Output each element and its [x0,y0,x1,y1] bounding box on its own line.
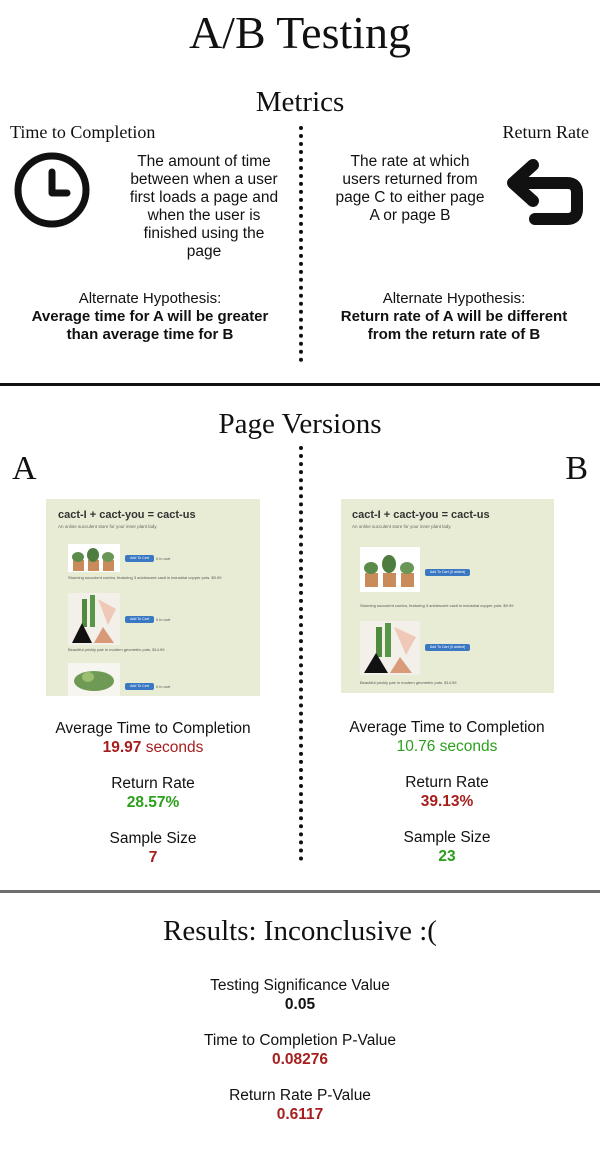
version-b-letter: B [565,450,588,487]
page-title: A/B Testing [188,7,412,58]
version-b-screenshot: cact-I + cact-you = cact-us An online su… [341,499,554,693]
versions-divider [299,446,303,861]
return-arrow-icon [507,159,583,225]
add-to-cart-button[interactable]: Add To Cart [125,683,154,690]
avg-time-label: Average Time to Completion [349,719,545,736]
ttc-p-value: 0.08276 [271,1051,329,1068]
sample-size-value: 23 [438,848,456,865]
cart-note: 0 in cart [156,684,171,689]
significance-label: Testing Significance Value [210,977,390,994]
shot-subtitle: An online succulent store for your inner… [352,524,452,529]
time-to-completion-hypothesis: Alternate Hypothesis: Average time for A… [31,290,269,343]
sample-size-value: 7 [148,849,158,866]
significance-value: 0.05 [284,996,316,1013]
return-rate-value: 28.57% [126,794,180,811]
metrics-divider [299,126,303,362]
version-a-screenshot: cact-I + cact-you = cact-us An online su… [46,499,260,696]
return-rate-label: Return Rate [405,774,489,791]
rr-p-value: 0.6117 [276,1106,324,1123]
time-to-completion-description: The amount of time between when a user f… [129,153,279,260]
return-rate-value: 39.13% [420,793,474,810]
add-to-cart-button[interactable]: Add To Cart [125,555,154,562]
version-a-stats: Average Time to Completion 19.97 seconds… [0,719,306,867]
add-to-cart-button[interactable]: Add To Cart [125,616,154,623]
results-stats: Testing Significance Value 0.05 Time to … [0,976,600,1124]
shot-title: cact-I + cact-you = cact-us [58,509,196,521]
avg-time-label: Average Time to Completion [55,720,251,737]
product-image [68,544,120,572]
sample-size-label: Sample Size [403,829,491,846]
metrics-heading: Metrics [255,86,345,118]
return-rate-label: Return Rate [502,122,589,142]
cart-note: 0 in cart [156,556,171,561]
product-image [360,547,420,592]
section-divider [0,383,600,386]
shot-title: cact-I + cact-you = cact-us [352,509,490,521]
page-versions-heading: Page Versions [218,408,382,440]
add-to-cart-button[interactable]: Add To Cart (0 added) [425,569,470,576]
time-to-completion-label: Time to Completion [10,122,156,142]
avg-time-value: 10.76 seconds [396,738,498,755]
product-image [360,621,420,675]
product-caption: Stunning succulent combo, featuring 3 ad… [360,603,514,608]
product-caption: Stunning succulent combo, featuring 3 ad… [68,575,222,580]
return-rate-label: Return Rate [111,775,195,792]
rr-p-value-label: Return Rate P-Value [229,1087,371,1104]
version-a-letter: A [12,450,37,487]
results-divider [0,890,600,893]
return-rate-hypothesis: Alternate Hypothesis: Return rate of A w… [340,290,568,343]
version-b-stats: Average Time to Completion 10.76 seconds… [297,718,597,866]
clock-icon [14,152,90,228]
product-image [68,663,120,696]
ttc-p-value-label: Time to Completion P-Value [203,1032,397,1049]
results-heading: Results: Inconclusive :( [163,915,437,947]
sample-size-label: Sample Size [109,830,197,847]
avg-time-value: 19.97 seconds [102,739,204,756]
cart-note: 0 in cart [156,617,171,622]
return-rate-description: The rate at which users returned from pa… [335,153,485,224]
shot-subtitle: An online succulent store for your inner… [58,524,158,529]
product-caption: Beautiful prickly pair in modern geometr… [68,647,165,652]
add-to-cart-button[interactable]: Add To Cart (0 added) [425,644,470,651]
product-caption: Beautiful prickly pair in modern geometr… [360,680,457,685]
product-image [68,593,120,645]
